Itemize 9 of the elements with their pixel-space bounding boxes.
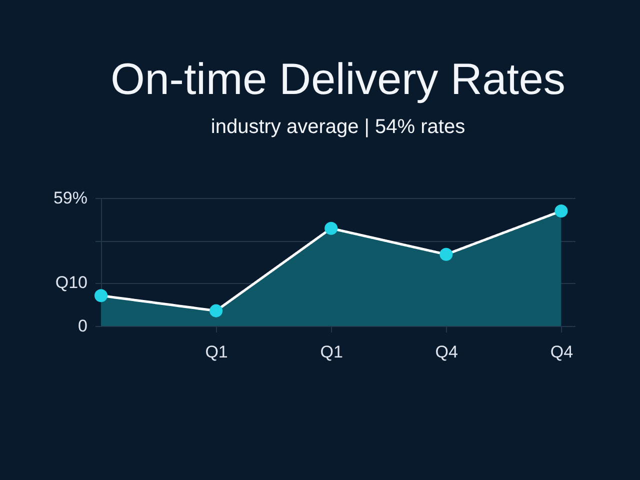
y-tick-label: Q10 — [55, 273, 88, 292]
chart-title: On-time Delivery Rates — [110, 55, 566, 104]
x-tick-label: Q1 — [205, 342, 228, 362]
x-tick-label: Q1 — [320, 342, 343, 362]
x-tick-label: Q4 — [435, 342, 458, 362]
y-tick-label: 59% — [53, 188, 88, 208]
y-tick-label: 0 — [78, 316, 88, 336]
chart-subtitle: industry average | 54% rates — [210, 116, 466, 138]
x-tick-label: Q4 — [550, 342, 574, 362]
